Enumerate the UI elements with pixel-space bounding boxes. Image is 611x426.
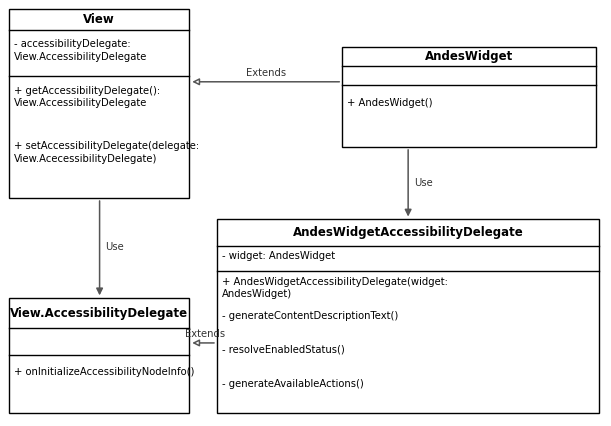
Text: + setAccessibilityDelegate(delegate:
View.AcecessibilityDelegate): + setAccessibilityDelegate(delegate: Vie… xyxy=(14,141,199,164)
Bar xyxy=(217,219,599,413)
Bar xyxy=(9,9,189,198)
Text: Use: Use xyxy=(414,178,433,188)
Text: + getAccessibilityDelegate():
View.AccessibilityDelegate: + getAccessibilityDelegate(): View.Acces… xyxy=(14,86,160,108)
Text: AndesWidget: AndesWidget xyxy=(425,50,513,63)
Text: Extends: Extends xyxy=(185,329,225,339)
Text: - accessibilityDelegate:
View.AccessibilityDelegate: - accessibilityDelegate: View.Accessibil… xyxy=(14,40,147,62)
Text: Extends: Extends xyxy=(246,68,286,78)
Text: - widget: AndesWidget: - widget: AndesWidget xyxy=(222,250,335,261)
Text: - generateAvailableActions(): - generateAvailableActions() xyxy=(222,379,364,389)
Text: View.AccessibilityDelegate: View.AccessibilityDelegate xyxy=(10,307,188,320)
Text: + AndesWidgetAccessibilityDelegate(widget:
AndesWidget): + AndesWidgetAccessibilityDelegate(widge… xyxy=(222,277,448,299)
Text: + onInitializeAccessibilityNodeInfo(): + onInitializeAccessibilityNodeInfo() xyxy=(14,367,194,377)
Text: AndesWidgetAccessibilityDelegate: AndesWidgetAccessibilityDelegate xyxy=(293,226,523,239)
Text: + AndesWidget(): + AndesWidget() xyxy=(347,98,433,108)
Text: - resolveEnabledStatus(): - resolveEnabledStatus() xyxy=(222,345,345,355)
Text: - generateContentDescriptionText(): - generateContentDescriptionText() xyxy=(222,311,398,321)
Bar xyxy=(9,298,189,413)
Text: View: View xyxy=(84,13,115,26)
Text: Use: Use xyxy=(105,242,124,252)
Bar xyxy=(342,47,596,147)
